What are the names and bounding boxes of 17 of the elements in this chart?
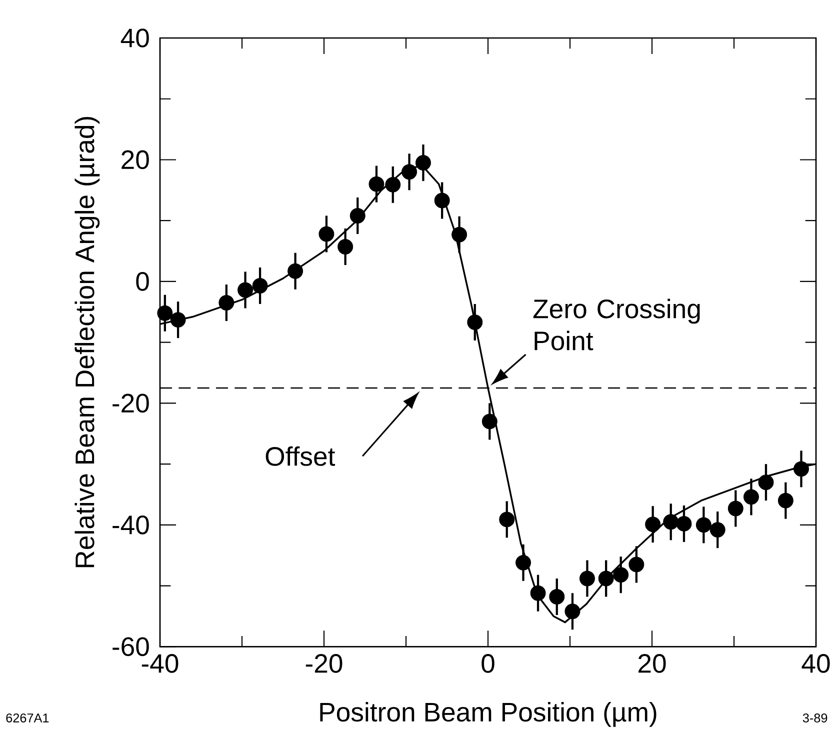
y-tick-label: 20 <box>122 150 149 170</box>
x-axis-title: Positron Beam Position (µm) <box>320 702 656 727</box>
x-tick-label: 40 <box>802 654 830 673</box>
y-tick-label: 0 <box>136 272 149 291</box>
y-tick-label: 40 <box>120 28 149 48</box>
y-tick-label: -20 <box>112 394 149 413</box>
annotation: Zero Crossing Point <box>533 298 700 350</box>
x-tick-label: 20 <box>638 654 666 673</box>
y-tick-label: -60 <box>112 637 149 656</box>
text: 6267A1 <box>6 713 49 722</box>
x-tick-label: -40 <box>142 654 178 673</box>
y-axis-title: Relative Beam Deflection Angle (µrad) <box>74 117 100 568</box>
text: 3-89 <box>802 713 828 722</box>
y-tick-label: -40 <box>112 516 149 534</box>
x-tick-label: 0 <box>482 654 494 673</box>
x-tick-label: -20 <box>306 654 342 673</box>
annotation: Offset <box>266 446 336 466</box>
